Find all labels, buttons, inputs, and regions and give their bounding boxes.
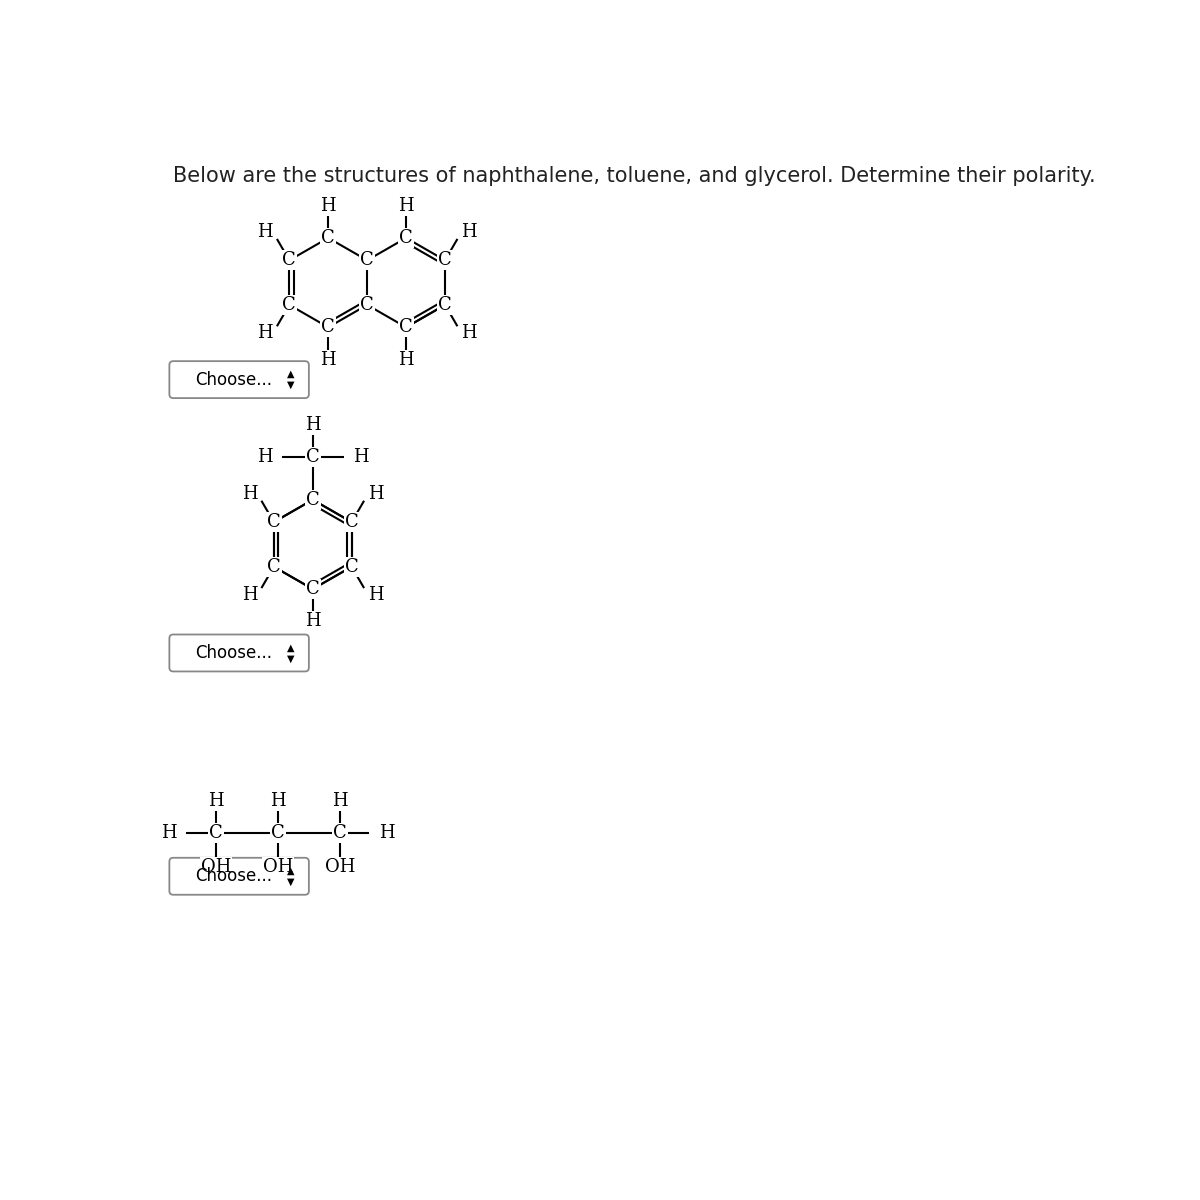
Text: H: H <box>461 324 476 342</box>
Text: C: C <box>266 514 281 532</box>
Text: C: C <box>344 558 359 576</box>
Text: H: H <box>270 792 286 810</box>
Text: ▼: ▼ <box>287 380 295 390</box>
Text: ▼: ▼ <box>287 877 295 887</box>
Text: ▼: ▼ <box>287 653 295 664</box>
Text: H: H <box>398 350 414 368</box>
Text: C: C <box>344 514 359 532</box>
Text: ▲: ▲ <box>287 866 295 876</box>
Text: H: H <box>379 824 395 842</box>
Text: Choose...: Choose... <box>196 644 272 662</box>
Text: H: H <box>305 612 320 630</box>
Text: C: C <box>438 251 452 269</box>
Text: H: H <box>242 586 258 604</box>
Text: H: H <box>353 449 368 467</box>
Text: C: C <box>400 229 413 247</box>
Text: H: H <box>258 324 274 342</box>
Text: H: H <box>461 223 476 241</box>
Text: H: H <box>162 824 178 842</box>
Text: OH: OH <box>200 858 232 876</box>
Text: C: C <box>322 318 335 336</box>
Text: H: H <box>320 197 336 215</box>
Text: C: C <box>438 296 452 314</box>
FancyBboxPatch shape <box>169 635 308 672</box>
Text: OH: OH <box>325 858 355 876</box>
Text: H: H <box>242 485 258 503</box>
Text: C: C <box>306 580 319 598</box>
Text: C: C <box>209 824 223 842</box>
Text: C: C <box>360 251 374 269</box>
Text: H: H <box>332 792 348 810</box>
Text: H: H <box>368 485 384 503</box>
Text: ▲: ▲ <box>287 370 295 379</box>
Text: C: C <box>306 449 319 467</box>
Text: H: H <box>320 350 336 368</box>
Text: C: C <box>266 558 281 576</box>
Text: C: C <box>271 824 284 842</box>
Text: Below are the structures of naphthalene, toluene, and glycerol. Determine their : Below are the structures of naphthalene,… <box>173 166 1096 186</box>
Text: C: C <box>306 491 319 509</box>
Text: OH: OH <box>263 858 293 876</box>
Text: Choose...: Choose... <box>196 868 272 886</box>
Text: C: C <box>400 318 413 336</box>
Text: H: H <box>258 223 274 241</box>
FancyBboxPatch shape <box>169 858 308 895</box>
Text: H: H <box>257 449 272 467</box>
Text: C: C <box>282 296 296 314</box>
Text: H: H <box>305 416 320 434</box>
Text: H: H <box>368 586 384 604</box>
Text: H: H <box>208 792 223 810</box>
Text: C: C <box>334 824 347 842</box>
Text: H: H <box>398 197 414 215</box>
FancyBboxPatch shape <box>169 361 308 398</box>
Text: C: C <box>360 296 374 314</box>
Text: C: C <box>322 229 335 247</box>
Text: Choose...: Choose... <box>196 371 272 389</box>
Text: C: C <box>282 251 296 269</box>
Text: ▲: ▲ <box>287 642 295 653</box>
